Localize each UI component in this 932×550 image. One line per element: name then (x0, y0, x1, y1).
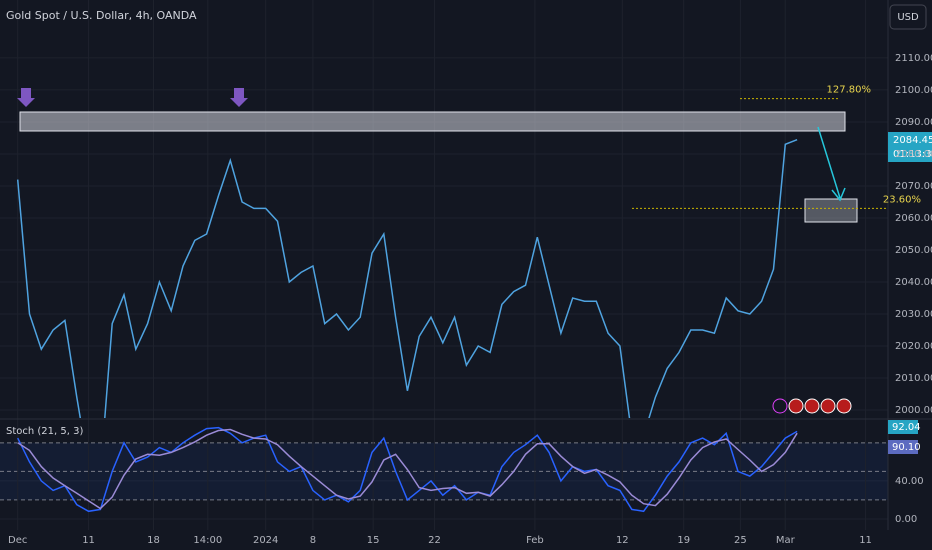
y-tick-label: 2010.000 (895, 373, 932, 384)
y-tick-label: 2040.000 (895, 277, 932, 288)
currency-label: USD (897, 12, 919, 23)
x-tick-label: 15 (367, 535, 380, 546)
y-tick-label: 2050.000 (895, 245, 932, 256)
x-tick-label: 19 (677, 535, 690, 546)
y-tick-label: 2030.000 (895, 309, 932, 320)
series-line (16, 139, 798, 418)
x-tick-label: 25 (734, 535, 747, 546)
event-icons (772, 398, 852, 414)
x-tick-label: 14:00 (193, 535, 222, 546)
arrow-marker (230, 88, 248, 107)
value-badge (888, 420, 918, 434)
fib-label: 23.60% (883, 194, 921, 205)
x-tick-label: 12 (616, 535, 629, 546)
x-tick-label: 22 (428, 535, 441, 546)
x-tick-label: 8 (310, 535, 316, 546)
series-line (17, 428, 798, 510)
fib-label: 127.80% (827, 85, 872, 96)
event-icon (772, 398, 788, 414)
stoch-d-value: 90.10 (892, 442, 921, 453)
projection-arrow (817, 126, 846, 202)
y-tick-label: 2020.000 (895, 341, 932, 352)
y-tick-label: 2090.000 (895, 117, 932, 128)
y-tick-label: 2000.000 (895, 405, 932, 416)
y-tick-label: 2110.000 (895, 53, 932, 64)
target-zone (804, 198, 858, 223)
y-tick-label: 2080.000 (895, 149, 932, 160)
x-tick-label: 18 (147, 535, 160, 546)
price-badge (888, 132, 932, 162)
x-tick-label: Feb (526, 535, 544, 546)
y-tick-label: 2100.000 (895, 85, 932, 96)
symbol-title: Gold Spot / U.S. Dollar, 4h, OANDA (6, 9, 197, 22)
currency-button[interactable] (889, 4, 927, 30)
plot (16, 98, 888, 513)
event-icon (836, 398, 852, 414)
countdown: 01:13:31 (893, 149, 932, 160)
arrow-marker (17, 88, 35, 107)
indicator-title: Stoch (21, 5, 3) (6, 426, 83, 437)
value-badge (888, 440, 918, 454)
event-icon (788, 398, 804, 414)
resistance-zone (19, 111, 846, 132)
y-tick-label: 2060.000 (895, 213, 932, 224)
stoch-k-value: 92.04 (892, 422, 921, 433)
x-tick-label: Mar (776, 535, 796, 546)
last-price: 2084.455 (893, 135, 932, 146)
x-tick-label: 11 (82, 535, 95, 546)
series-line (17, 426, 798, 513)
y-tick-label: 0.00 (895, 514, 917, 525)
y-tick-label: 2070.000 (895, 181, 932, 192)
event-icon (820, 398, 836, 414)
x-tick-label: Dec (8, 535, 27, 546)
x-tick-label: 11 (859, 535, 872, 546)
x-tick-label: 2024 (253, 535, 278, 546)
event-icon (804, 398, 820, 414)
y-tick-label: 40.00 (895, 476, 924, 487)
